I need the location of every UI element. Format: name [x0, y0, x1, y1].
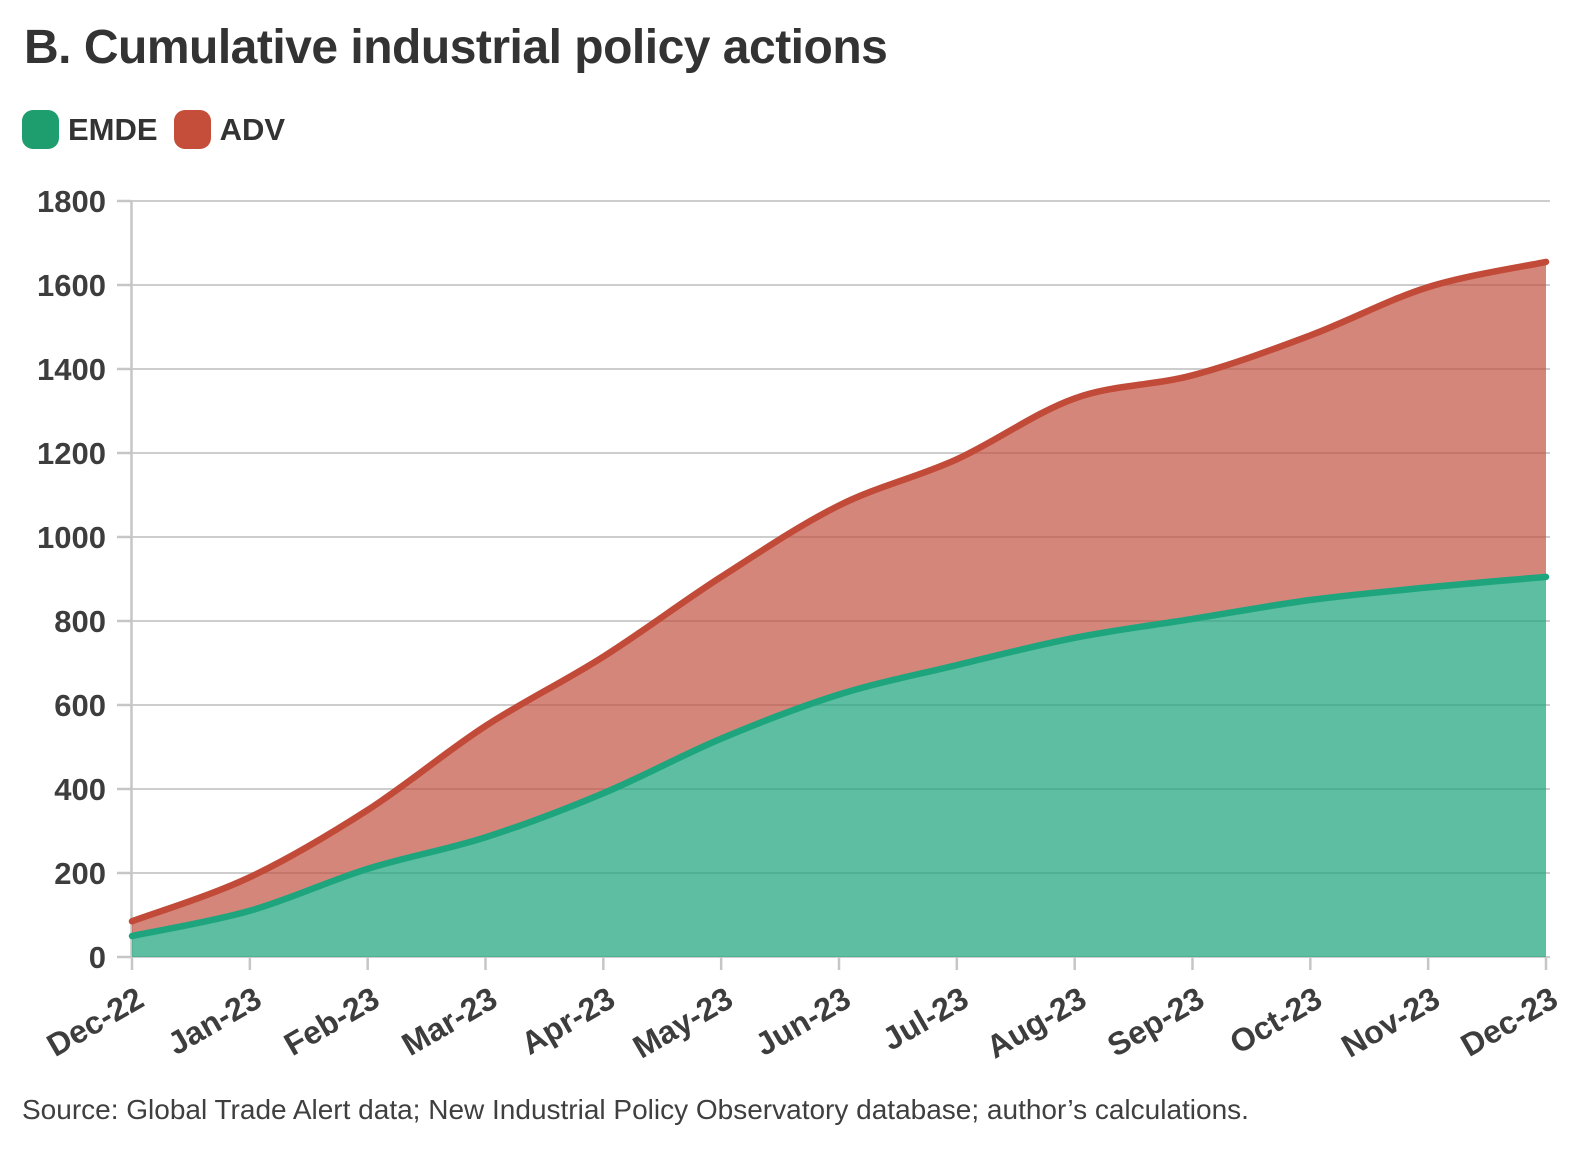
- x-tick-label: Jul-23: [876, 980, 974, 1057]
- y-tick-label: 0: [89, 940, 106, 975]
- source-note: Source: Global Trade Alert data; New Ind…: [22, 1094, 1249, 1125]
- x-tick-label: Jun-23: [749, 980, 856, 1063]
- x-tick-label: Apr-23: [515, 980, 621, 1062]
- adv-line: [128, 258, 1550, 925]
- x-tick-label: Feb-23: [278, 980, 385, 1063]
- x-tick-label: Aug-23: [980, 980, 1092, 1065]
- y-tick-label: 800: [54, 604, 106, 639]
- y-tick-label: 200: [54, 856, 106, 891]
- adv-swatch-icon: [173, 110, 211, 149]
- y-tick-label: 400: [54, 772, 106, 807]
- emde-area: [132, 576, 1546, 957]
- y-tick-label: 1200: [37, 436, 106, 471]
- y-tick-label: 600: [54, 688, 106, 723]
- x-tick-label: Sep-23: [1101, 980, 1210, 1064]
- legend-label-adv: ADV: [219, 111, 286, 147]
- x-tick-label: Jan-23: [162, 980, 268, 1062]
- emde-swatch-icon: [22, 110, 59, 149]
- legend-label-emde: EMDE: [68, 111, 158, 147]
- adv-area: [132, 261, 1546, 936]
- x-tick-label: Dec-22: [41, 980, 150, 1064]
- page-title: B. Cumulative industrial policy actions: [24, 21, 888, 74]
- emde-line: [128, 573, 1550, 940]
- x-tick-label: Dec-23: [1455, 980, 1564, 1064]
- legend-item-emde: EMDE: [22, 110, 158, 149]
- y-tick-label: 1800: [37, 184, 106, 219]
- x-tick-label: Mar-23: [396, 980, 503, 1063]
- chart-legend: EMDE ADV: [22, 110, 285, 149]
- y-tick-label: 1400: [37, 352, 106, 387]
- legend-item-adv: ADV: [173, 110, 286, 149]
- x-tick-label: May-23: [627, 980, 739, 1065]
- y-tick-label: 1000: [37, 520, 106, 555]
- x-tick-label: Nov-23: [1335, 980, 1445, 1065]
- x-tick-label: Oct-23: [1224, 980, 1328, 1061]
- y-tick-label: 1600: [37, 268, 106, 303]
